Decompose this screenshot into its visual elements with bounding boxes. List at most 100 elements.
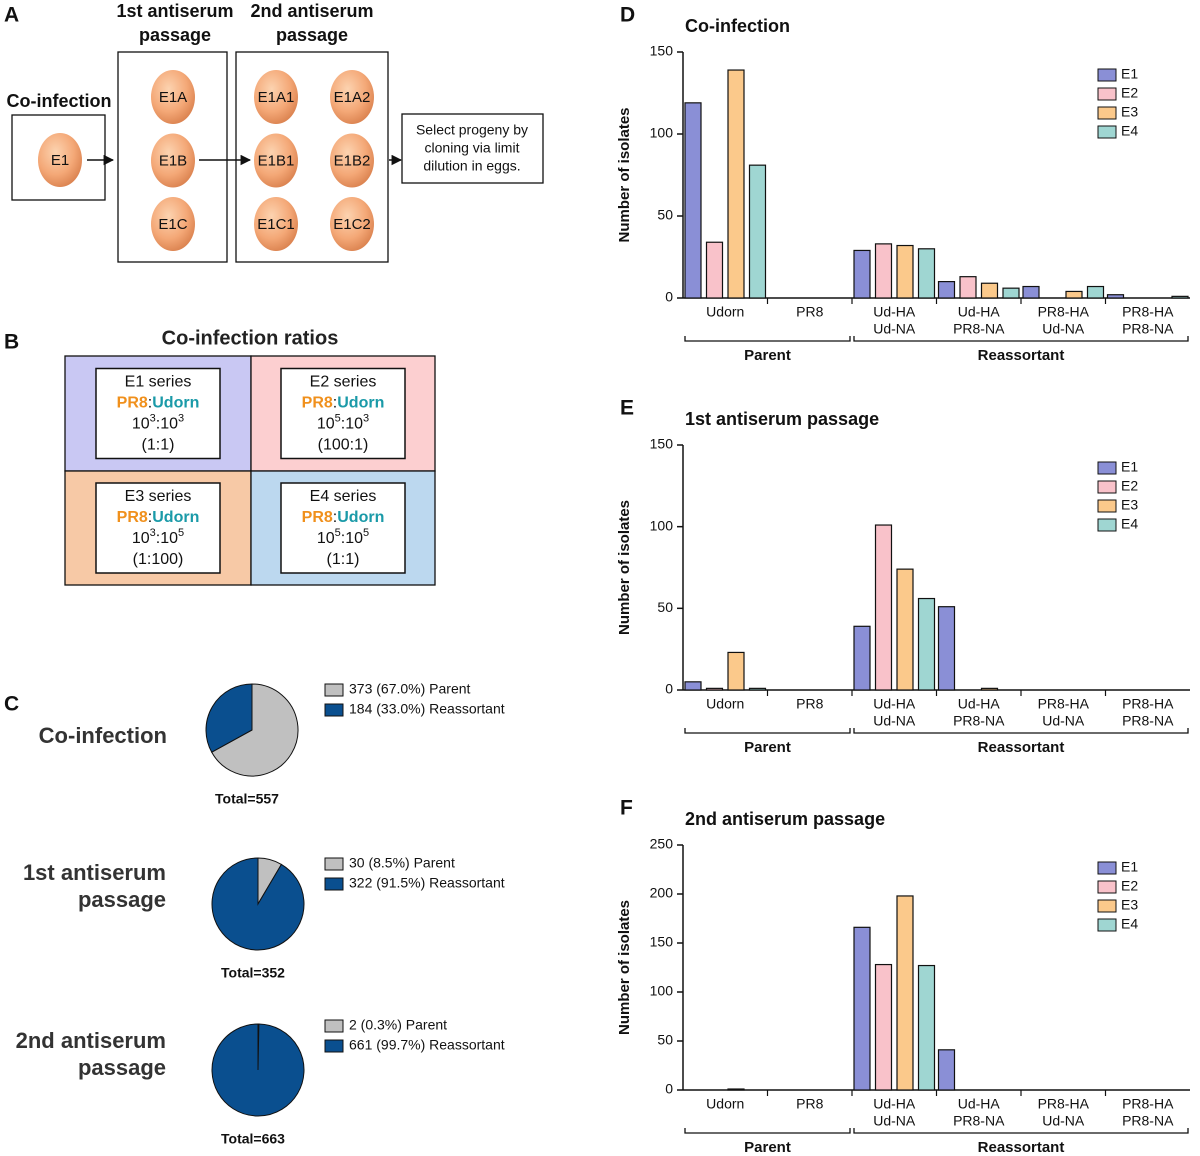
x-tick-label: PR8-NA <box>953 321 1005 337</box>
group-bracket <box>853 336 1189 342</box>
legend-swatch <box>1097 106 1117 120</box>
bar <box>917 248 936 299</box>
x-tick-label: PR8-NA <box>1122 713 1174 729</box>
bar <box>1106 294 1125 299</box>
pie-total: Total=663 <box>221 1131 285 1147</box>
pie-title: Co-infection <box>39 723 167 748</box>
strain-ratio: PR8:Udorn <box>117 509 200 526</box>
ratio: (100:1) <box>318 437 369 454</box>
legend-swatch <box>1097 518 1117 532</box>
x-tick-label: Ud-HA <box>873 696 916 712</box>
egg <box>254 133 298 188</box>
egg <box>330 197 374 251</box>
x-tick-label: Ud-NA <box>1042 713 1085 729</box>
series-name: E1 series <box>125 374 192 391</box>
pie-slice <box>211 857 305 951</box>
legend-label: E2 <box>1121 878 1138 894</box>
x-tick-label: PR8-HA <box>1122 304 1174 320</box>
legend-label: E2 <box>1121 478 1138 494</box>
bar <box>684 681 702 691</box>
legend-label: E3 <box>1121 497 1138 513</box>
bar <box>917 964 936 1091</box>
dose-exp: 5 <box>335 412 341 424</box>
pie-title: 1st antiserum <box>23 860 166 885</box>
dose-base: 10 <box>160 416 178 433</box>
strain: PR8 <box>117 395 148 412</box>
panel-letter: E <box>620 397 634 420</box>
legend-label: E4 <box>1121 916 1138 932</box>
dose-exp: 3 <box>150 527 156 539</box>
group-bracket <box>684 336 851 342</box>
strain: PR8 <box>117 509 148 526</box>
egg <box>151 70 195 124</box>
bar <box>1022 285 1040 299</box>
x-tick-label: Ud-NA <box>1042 1113 1085 1129</box>
pie-slice <box>205 683 253 753</box>
y-tick-label: 0 <box>665 289 673 305</box>
dose: 105:103 <box>317 412 369 432</box>
series-name: E4 series <box>310 488 377 505</box>
legend-label: E4 <box>1121 516 1138 532</box>
legend-label: E2 <box>1121 85 1138 101</box>
y-axis-label: Number of isolates <box>616 900 633 1035</box>
bar <box>727 69 745 299</box>
group-title: passage <box>276 25 348 45</box>
egg <box>38 133 82 187</box>
legend-label: 30 (8.5%) Parent <box>349 855 455 871</box>
pie-title: passage <box>78 887 166 912</box>
y-tick-label: 100 <box>650 125 674 141</box>
x-tick-label: Ud-HA <box>873 304 916 320</box>
x-tick-label: Udorn <box>706 1096 744 1112</box>
legend-swatch <box>324 857 344 871</box>
dose-exp: 5 <box>363 527 369 539</box>
box <box>235 51 389 263</box>
x-tick-label: PR8-NA <box>953 713 1005 729</box>
dose-base: 10 <box>317 530 335 547</box>
legend-label: 2 (0.3%) Parent <box>349 1017 447 1033</box>
box <box>117 51 228 263</box>
panel-letter: B <box>4 331 19 354</box>
dose-exp: 3 <box>178 412 184 424</box>
x-tick-label: Ud-HA <box>873 1096 916 1112</box>
y-tick-label: 200 <box>650 885 674 901</box>
bar <box>874 524 893 691</box>
x-tick-label: PR8-NA <box>1122 1113 1174 1129</box>
egg <box>330 133 374 188</box>
bar <box>896 895 914 1091</box>
legend-swatch <box>1097 499 1117 513</box>
bar <box>917 597 936 691</box>
separator: : <box>148 509 152 526</box>
x-tick-label: Ud-HA <box>958 1096 1001 1112</box>
legend-swatch <box>1097 87 1117 101</box>
y-tick-label: 150 <box>650 43 674 59</box>
chart-title: 2nd antiserum passage <box>685 809 885 829</box>
ratio-box <box>280 482 406 574</box>
separator: : <box>341 416 345 433</box>
strain: PR8 <box>302 509 333 526</box>
egg-label: E1C1 <box>257 216 295 233</box>
y-tick-label: 0 <box>665 681 673 697</box>
y-tick-label: 50 <box>657 207 673 223</box>
pie-title: passage <box>78 1055 166 1080</box>
panel-letter: F <box>620 797 633 820</box>
group-title: passage <box>139 25 211 45</box>
y-tick-label: 50 <box>657 1032 673 1048</box>
dose: 103:103 <box>132 412 184 432</box>
dose-base: 10 <box>345 416 363 433</box>
bar <box>853 249 871 299</box>
y-tick-label: 150 <box>650 934 674 950</box>
dose-base: 10 <box>132 530 150 547</box>
bar <box>1002 287 1020 299</box>
strain-ratio: PR8:Udorn <box>302 395 385 412</box>
separator: : <box>148 395 152 412</box>
x-tick-label: PR8-HA <box>1122 1096 1174 1112</box>
ratios-title: Co-infection ratios <box>162 327 339 349</box>
egg-label: E1B1 <box>258 152 295 169</box>
dose-exp: 5 <box>335 527 341 539</box>
note-text: Select progeny by <box>416 122 528 138</box>
ratio: (1:1) <box>327 551 360 568</box>
separator: : <box>156 530 160 547</box>
group-title: 2nd antiserum <box>250 1 373 21</box>
bar <box>748 687 767 691</box>
